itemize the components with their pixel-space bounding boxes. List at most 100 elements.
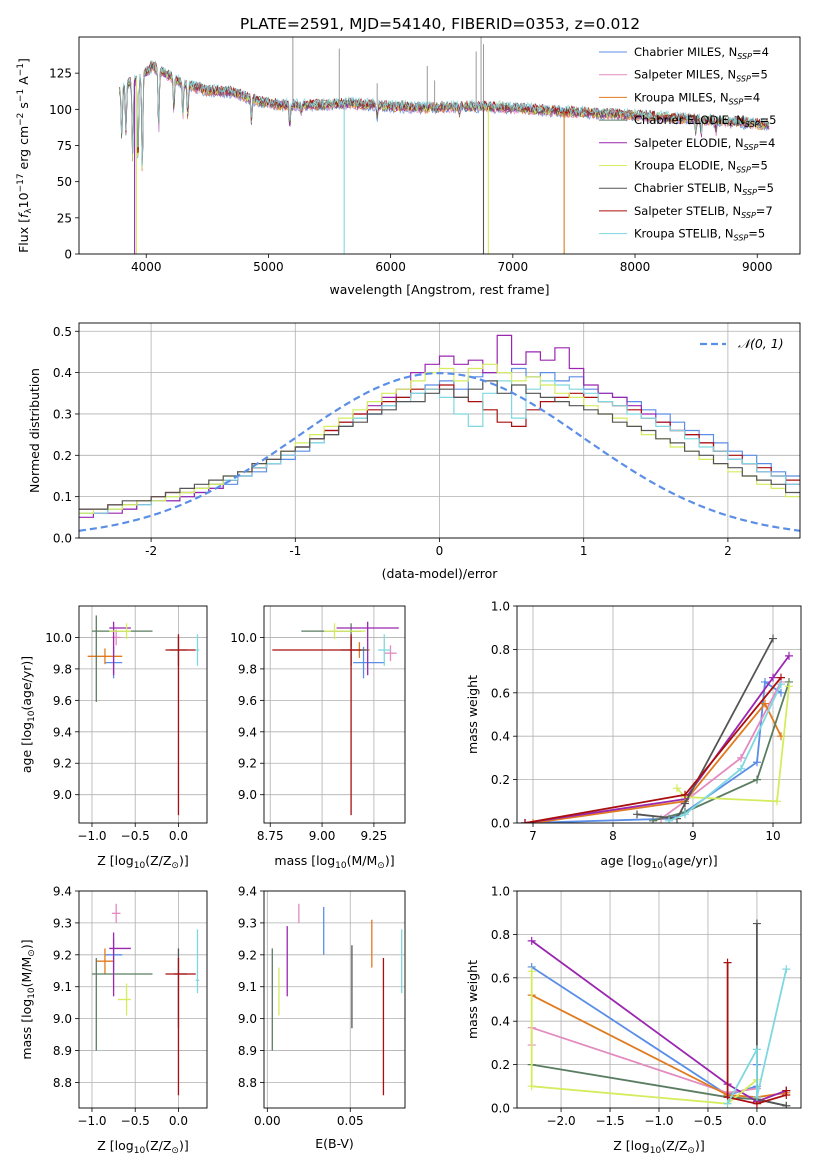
x-tick-label: −2.0 [546, 1114, 575, 1128]
label-subscript: ⊙ [27, 949, 37, 957]
y-tick-label: 25 [57, 211, 72, 225]
weight-marker [782, 965, 791, 974]
x-tick-label: 9000 [742, 260, 773, 274]
weight-series [531, 966, 758, 1096]
weight-marker [752, 1045, 761, 1054]
x-tick-label: −1.0 [77, 829, 106, 843]
weight-marker [769, 634, 777, 643]
weight-marker [761, 677, 769, 686]
weight-marker [673, 784, 681, 793]
weight-marker [761, 699, 769, 708]
legend-entry: Salpeter MILES, NSSP=5 [634, 68, 768, 84]
mass-vs-metallicity-panel: −1.0 −0.5 0.08.88.99.09.19.29.39.4Z [log10… [19, 885, 208, 1156]
plot-area [271, 903, 403, 1096]
legend-subscript: SSP [742, 188, 757, 197]
legend-nssp: 4 [753, 90, 760, 104]
legend-subscript: SSP [737, 52, 752, 61]
x-tick-label: 0.0 [747, 1114, 766, 1128]
label-part: Z [log [97, 853, 133, 868]
legend-label: Salpeter MILES, N [634, 68, 736, 82]
axes-frame [263, 890, 406, 1109]
y-tick-label: 0.1 [53, 490, 72, 504]
legend-subscript: SSP [744, 143, 759, 152]
label-part: (Z/Z [661, 1138, 687, 1153]
x-tick-label: 0.00 [254, 1114, 281, 1128]
label-subscript: 10 [335, 861, 347, 871]
y-tick-label: 0.6 [491, 686, 510, 700]
legend-entry: Salpeter ELODIE, NSSP=4 [634, 136, 775, 152]
weight-marker [773, 797, 781, 806]
y-tick-label: 9.4 [53, 885, 72, 899]
y-tick-label: 10.0 [230, 631, 257, 645]
label-part: )] [19, 939, 34, 949]
legend-subscript: SSP [734, 234, 749, 243]
residuals-panel: -2 -1 0 1 2 0.0 0.1 0.2 0.3 0.4 0.5 𝒩(0, 1) (data-mo… [27, 322, 801, 581]
legend-entry: Chabrier MILES, NSSP=4 [634, 45, 769, 61]
y-tick-label: 9.4 [238, 885, 257, 899]
y-tick-label: 8.9 [53, 1044, 72, 1058]
y-axis-label-part: −1 [16, 89, 26, 102]
y-tick-label: 0.4 [491, 1015, 510, 1029]
label-part: Z [log [97, 1138, 133, 1153]
legend-entry: Chabrier STELIB, NSSP=5 [634, 181, 774, 197]
weight-marker [527, 967, 536, 976]
x-tick-label: −0.5 [121, 829, 150, 843]
y-tick-label: 0.3 [53, 407, 72, 421]
y-axis-label-part: ] [16, 58, 31, 63]
x-tick-label: 7 [529, 829, 537, 843]
label-subscript: 10 [652, 861, 664, 871]
x-axis-label: Z [log10(Z/Z⊙)] [97, 853, 188, 871]
y-tick-label: 8.8 [53, 1076, 72, 1090]
weight-series [660, 681, 782, 820]
label-part: )] [179, 1138, 189, 1153]
label-subscript: ⊙ [171, 1146, 179, 1156]
y-tick-label: 0.0 [491, 817, 510, 831]
y-tick-label: 9.1 [53, 980, 72, 994]
weight-marker [529, 819, 537, 823]
y-axis-label: Flux [fλ10−17 erg cm−2 s−1 A−1] [16, 58, 34, 253]
y-tick-label: 50 [57, 175, 72, 189]
weight-marker [777, 680, 785, 689]
weight-marker [753, 758, 761, 767]
weight-series [668, 683, 782, 822]
weight-series [531, 994, 787, 1099]
x-tick-label: 1 [580, 544, 588, 558]
y-tick-label: 0.2 [491, 1058, 510, 1072]
y-tick-label: 9.2 [53, 948, 72, 962]
legend-subscript: SSP [736, 75, 751, 84]
label-part: mass [log [274, 853, 335, 868]
y-tick-label: 9.0 [53, 1012, 72, 1026]
label-part: )] [695, 1138, 705, 1153]
weight-marker [752, 919, 761, 928]
label-subscript: 10 [650, 1146, 662, 1156]
x-tick-label: -2 [145, 544, 157, 558]
weight-marker [521, 819, 529, 823]
legend-label: Kroupa MILES, N [634, 90, 729, 104]
y-axis-label-part: 10 [16, 192, 31, 208]
y-tick-label: 0.8 [491, 643, 510, 657]
x-axis-label: (data-model)/error [382, 566, 499, 581]
x-tick-label: 4000 [131, 260, 162, 274]
y-tick-label: 9.3 [53, 916, 72, 930]
y-tick-label: 9.1 [238, 980, 257, 994]
x-tick-label: −1.5 [595, 1114, 624, 1128]
legend-eq: = [758, 136, 768, 150]
y-axis-label-part: f [16, 212, 31, 218]
y-tick-label: 0.5 [53, 325, 72, 339]
weight-marker [753, 775, 761, 784]
legend-label: Salpeter ELODIE, N [634, 136, 744, 150]
weight-series [524, 677, 782, 823]
y-axis-label-part: −1 [16, 63, 26, 76]
y-tick-label: 0.2 [491, 773, 510, 787]
legend-nssp: 5 [760, 68, 767, 82]
label-subscript: 10 [27, 710, 37, 722]
y-tick-label: 0.4 [491, 730, 510, 744]
y-tick-label: 75 [57, 139, 72, 153]
y-tick-label: 125 [49, 67, 72, 81]
y-tick-label: 9.4 [53, 725, 72, 739]
figure-title: PLATE=2591, MJD=54140, FIBERID=0353, z=0… [240, 15, 640, 33]
weight-series [676, 686, 790, 803]
y-tick-label: 9.6 [238, 694, 257, 708]
plot-area [521, 634, 793, 823]
y-tick-label: 10.0 [45, 631, 72, 645]
